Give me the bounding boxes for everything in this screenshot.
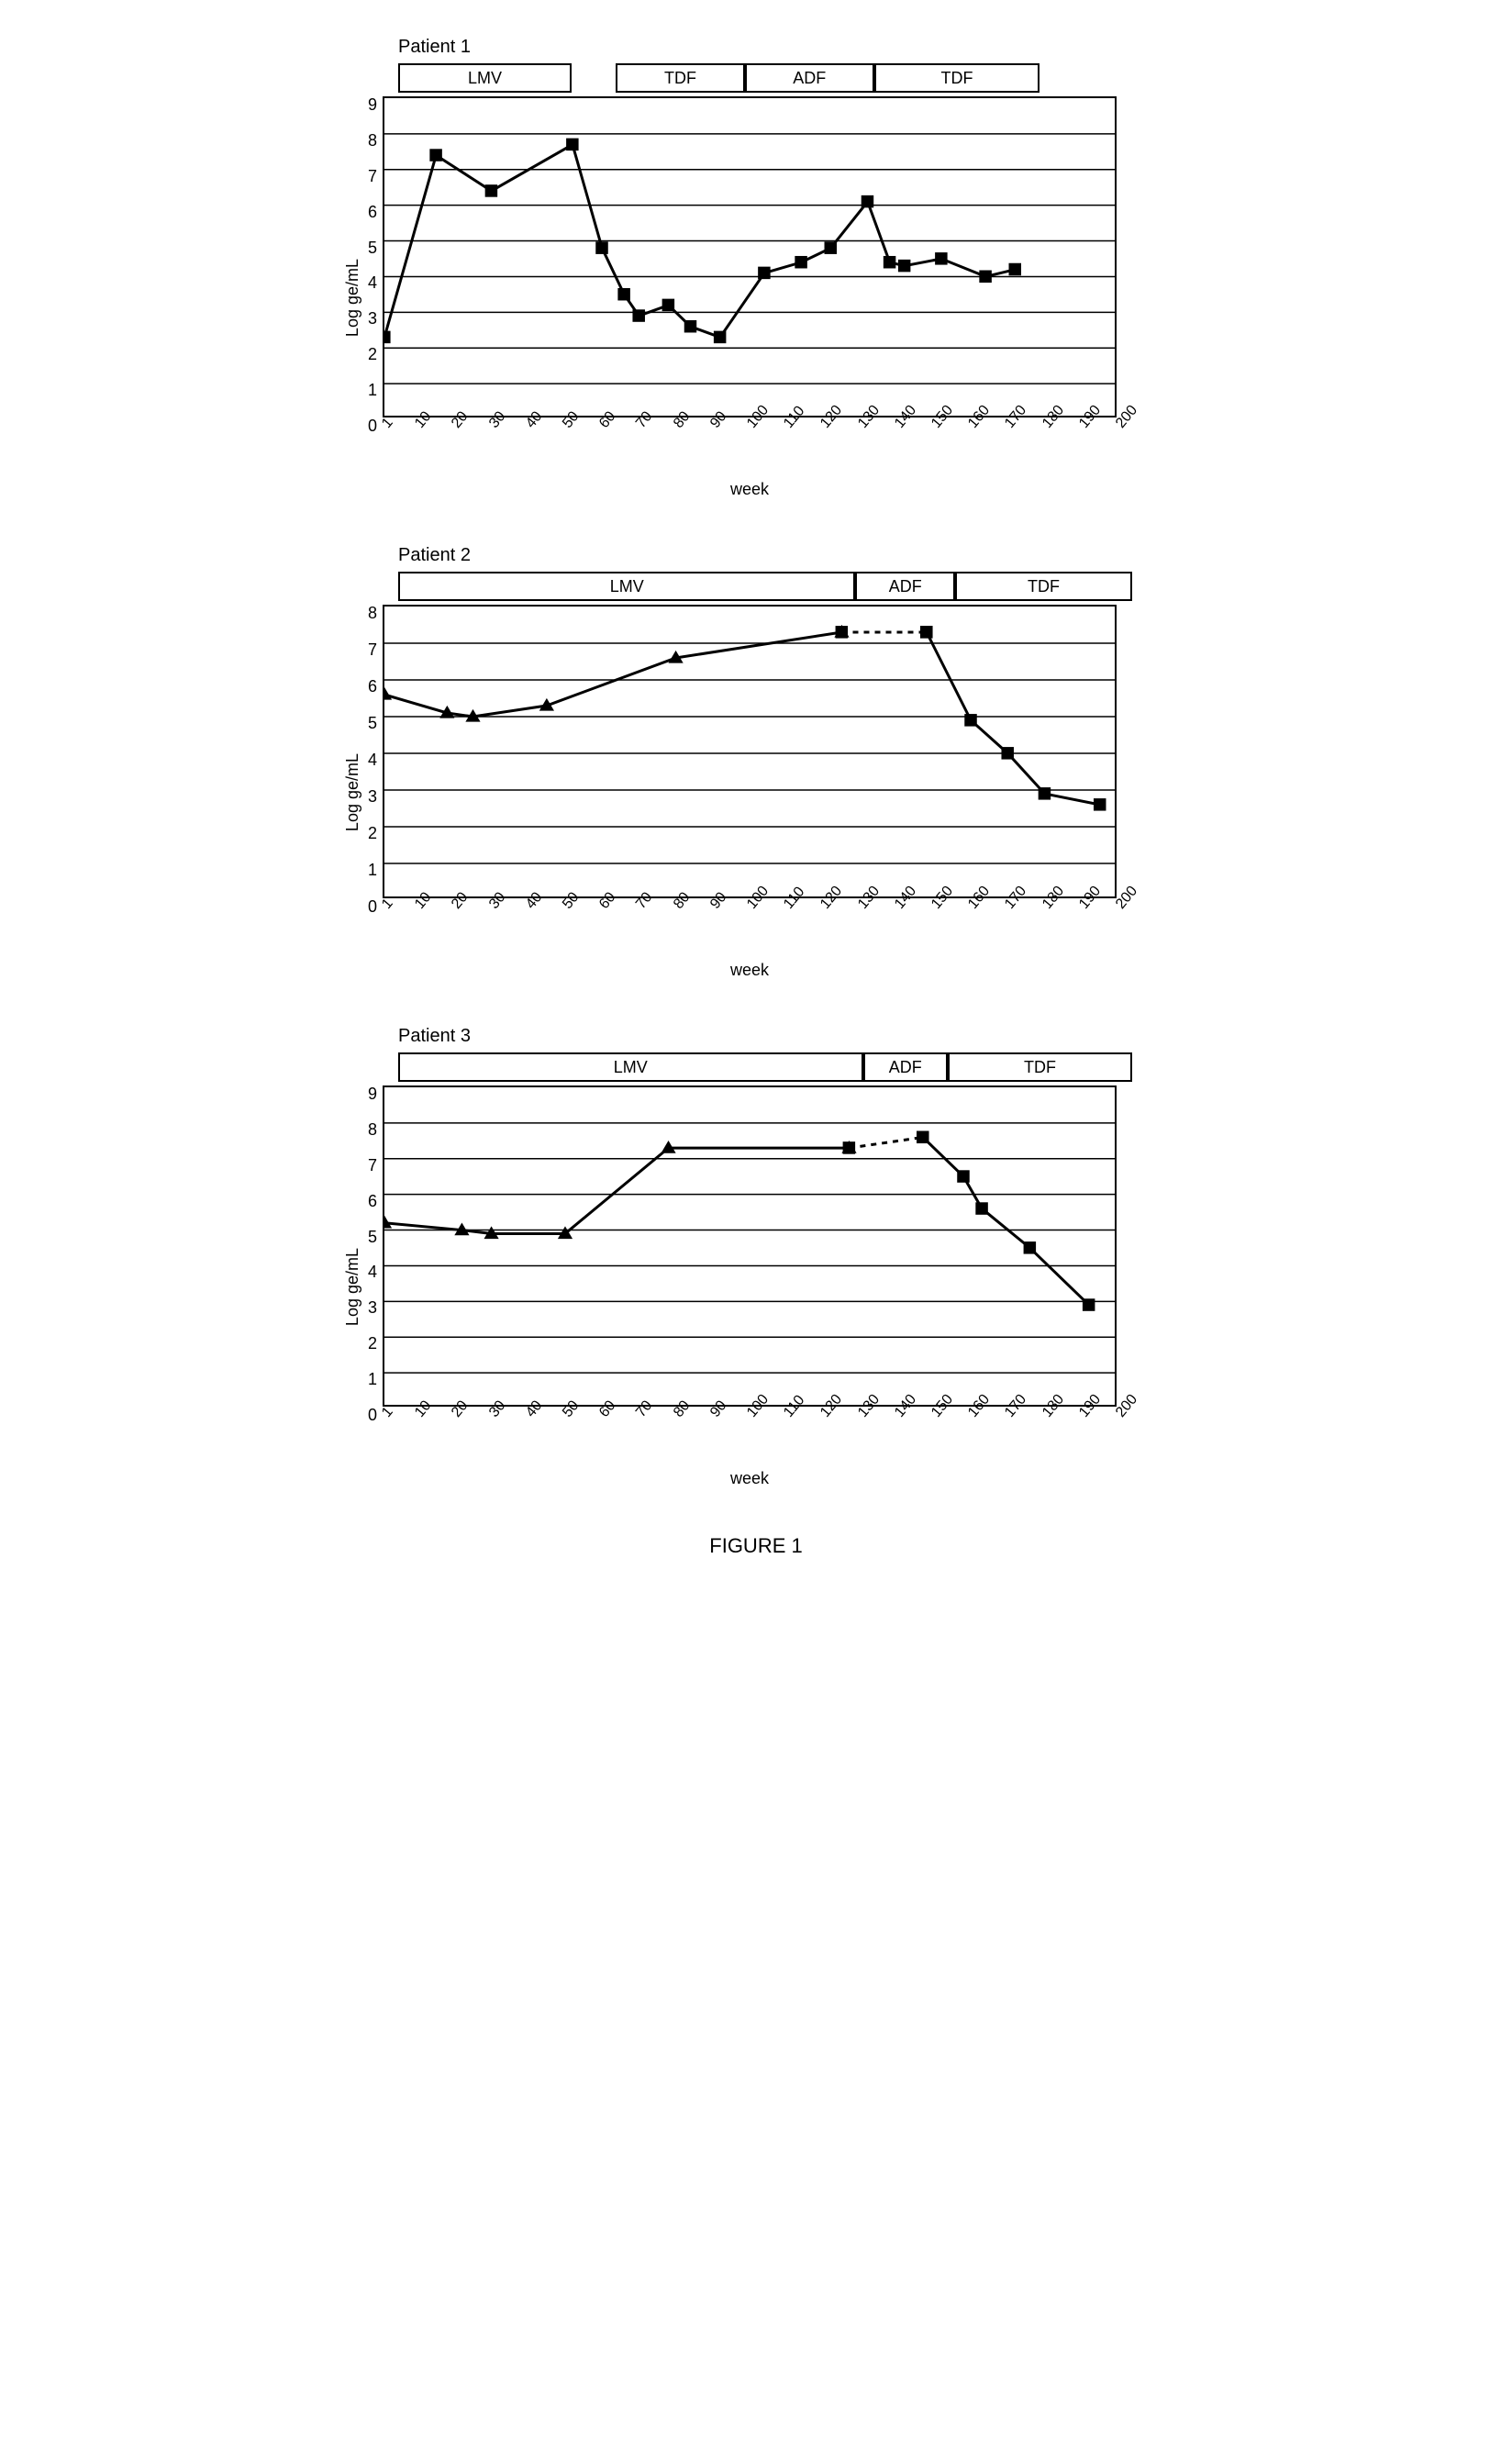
data-marker	[1083, 1298, 1095, 1311]
y-ticks: 9876543210	[368, 1085, 383, 1407]
x-tick-label: 200	[1113, 403, 1141, 432]
data-marker	[975, 1202, 988, 1215]
data-line	[927, 632, 1100, 805]
data-marker	[884, 256, 896, 269]
x-ticks: 1102030405060708090100110120130140150160…	[383, 1410, 1117, 1447]
x-ticks: 1102030405060708090100110120130140150160…	[383, 902, 1117, 939]
panel-title: Patient 3	[398, 1026, 1169, 1047]
data-marker	[632, 309, 645, 322]
data-marker	[617, 288, 630, 301]
x-tick-label: 200	[1113, 1392, 1141, 1421]
data-marker	[843, 1141, 856, 1154]
chart-row: Log ge/mL 8765432101102030405060708090100…	[343, 605, 1169, 980]
chart-row: Log ge/mL 9876543210110203040506070809010…	[343, 96, 1169, 499]
data-marker	[595, 241, 608, 254]
treatment-box: ADF	[863, 1052, 948, 1082]
chart-panel: Patient 2 LMVADFTDF Log ge/mL 8765432101102…	[343, 545, 1169, 980]
data-marker	[862, 195, 874, 208]
data-marker	[825, 241, 838, 254]
treatment-box: TDF	[616, 63, 745, 93]
data-marker	[1001, 747, 1014, 760]
figure-caption: FIGURE 1	[343, 1534, 1169, 1558]
x-ticks: 1102030405060708090100110120130140150160…	[383, 421, 1117, 458]
data-marker	[898, 260, 911, 273]
treatment-box: TDF	[948, 1052, 1132, 1082]
data-marker	[836, 626, 849, 639]
panel-title: Patient 2	[398, 545, 1169, 566]
y-ticks: 9876543210	[368, 96, 383, 417]
data-marker	[920, 626, 933, 639]
data-marker	[383, 687, 392, 700]
x-tick-label: 200	[1113, 884, 1141, 913]
chart-panel: Patient 3 LMVADFTDF Log ge/mL 9876543210110…	[343, 1026, 1169, 1488]
data-marker	[964, 714, 977, 727]
treatment-box: TDF	[874, 63, 1040, 93]
treatment-box: LMV	[398, 63, 572, 93]
chart-svg	[383, 96, 1117, 417]
data-marker	[935, 252, 947, 265]
plot-area: 1102030405060708090100110120130140150160…	[383, 96, 1117, 499]
data-marker	[957, 1170, 970, 1183]
data-line	[384, 1148, 850, 1233]
y-axis-label: Log ge/mL	[343, 753, 362, 831]
treatment-box: ADF	[745, 63, 874, 93]
data-marker	[566, 139, 579, 151]
figure-container: Patient 1LMVTDFADFTDFLog ge/mL9876543210…	[343, 37, 1169, 1558]
x-axis-label: week	[383, 961, 1117, 980]
chart-panel: Patient 1 LMV TDFADFTDF Log ge/mL 9876543210…	[343, 37, 1169, 499]
data-marker	[485, 184, 498, 197]
chart-svg	[383, 1085, 1117, 1407]
data-marker	[979, 271, 992, 284]
data-marker	[714, 331, 727, 344]
chart-row: Log ge/mL 9876543210110203040506070809010…	[343, 1085, 1169, 1488]
data-line	[923, 1137, 1089, 1305]
data-marker	[758, 267, 771, 280]
data-marker	[1094, 798, 1106, 811]
data-line	[384, 632, 841, 717]
data-marker	[429, 149, 442, 161]
treatment-bar: LMVADFTDF	[398, 572, 1132, 601]
data-marker	[383, 1216, 392, 1229]
data-marker	[684, 320, 697, 333]
data-marker	[662, 299, 675, 312]
data-marker	[1024, 1241, 1037, 1254]
treatment-bar: LMVADFTDF	[398, 1052, 1132, 1082]
data-marker	[917, 1131, 929, 1144]
treatment-bar: LMV TDFADFTDF	[398, 63, 1132, 93]
x-axis-label: week	[383, 480, 1117, 499]
y-axis-label: Log ge/mL	[343, 1248, 362, 1326]
data-marker	[1009, 263, 1022, 276]
data-marker	[1039, 787, 1051, 800]
treatment-box: ADF	[855, 572, 955, 601]
plot-area: 1102030405060708090100110120130140150160…	[383, 1085, 1117, 1488]
plot-area: 1102030405060708090100110120130140150160…	[383, 605, 1117, 980]
treatment-box: LMV	[398, 1052, 863, 1082]
data-marker	[795, 256, 807, 269]
y-axis-label: Log ge/mL	[343, 259, 362, 337]
data-line	[850, 1137, 923, 1148]
panels-root: Patient 1LMVTDFADFTDFLog ge/mL9876543210…	[343, 37, 1169, 1488]
x-axis-label: week	[383, 1469, 1117, 1488]
y-ticks: 876543210	[368, 605, 383, 898]
panel-title: Patient 1	[398, 37, 1169, 58]
treatment-box: TDF	[955, 572, 1132, 601]
treatment-box: LMV	[398, 572, 855, 601]
data-marker	[383, 331, 391, 344]
chart-svg	[383, 605, 1117, 898]
